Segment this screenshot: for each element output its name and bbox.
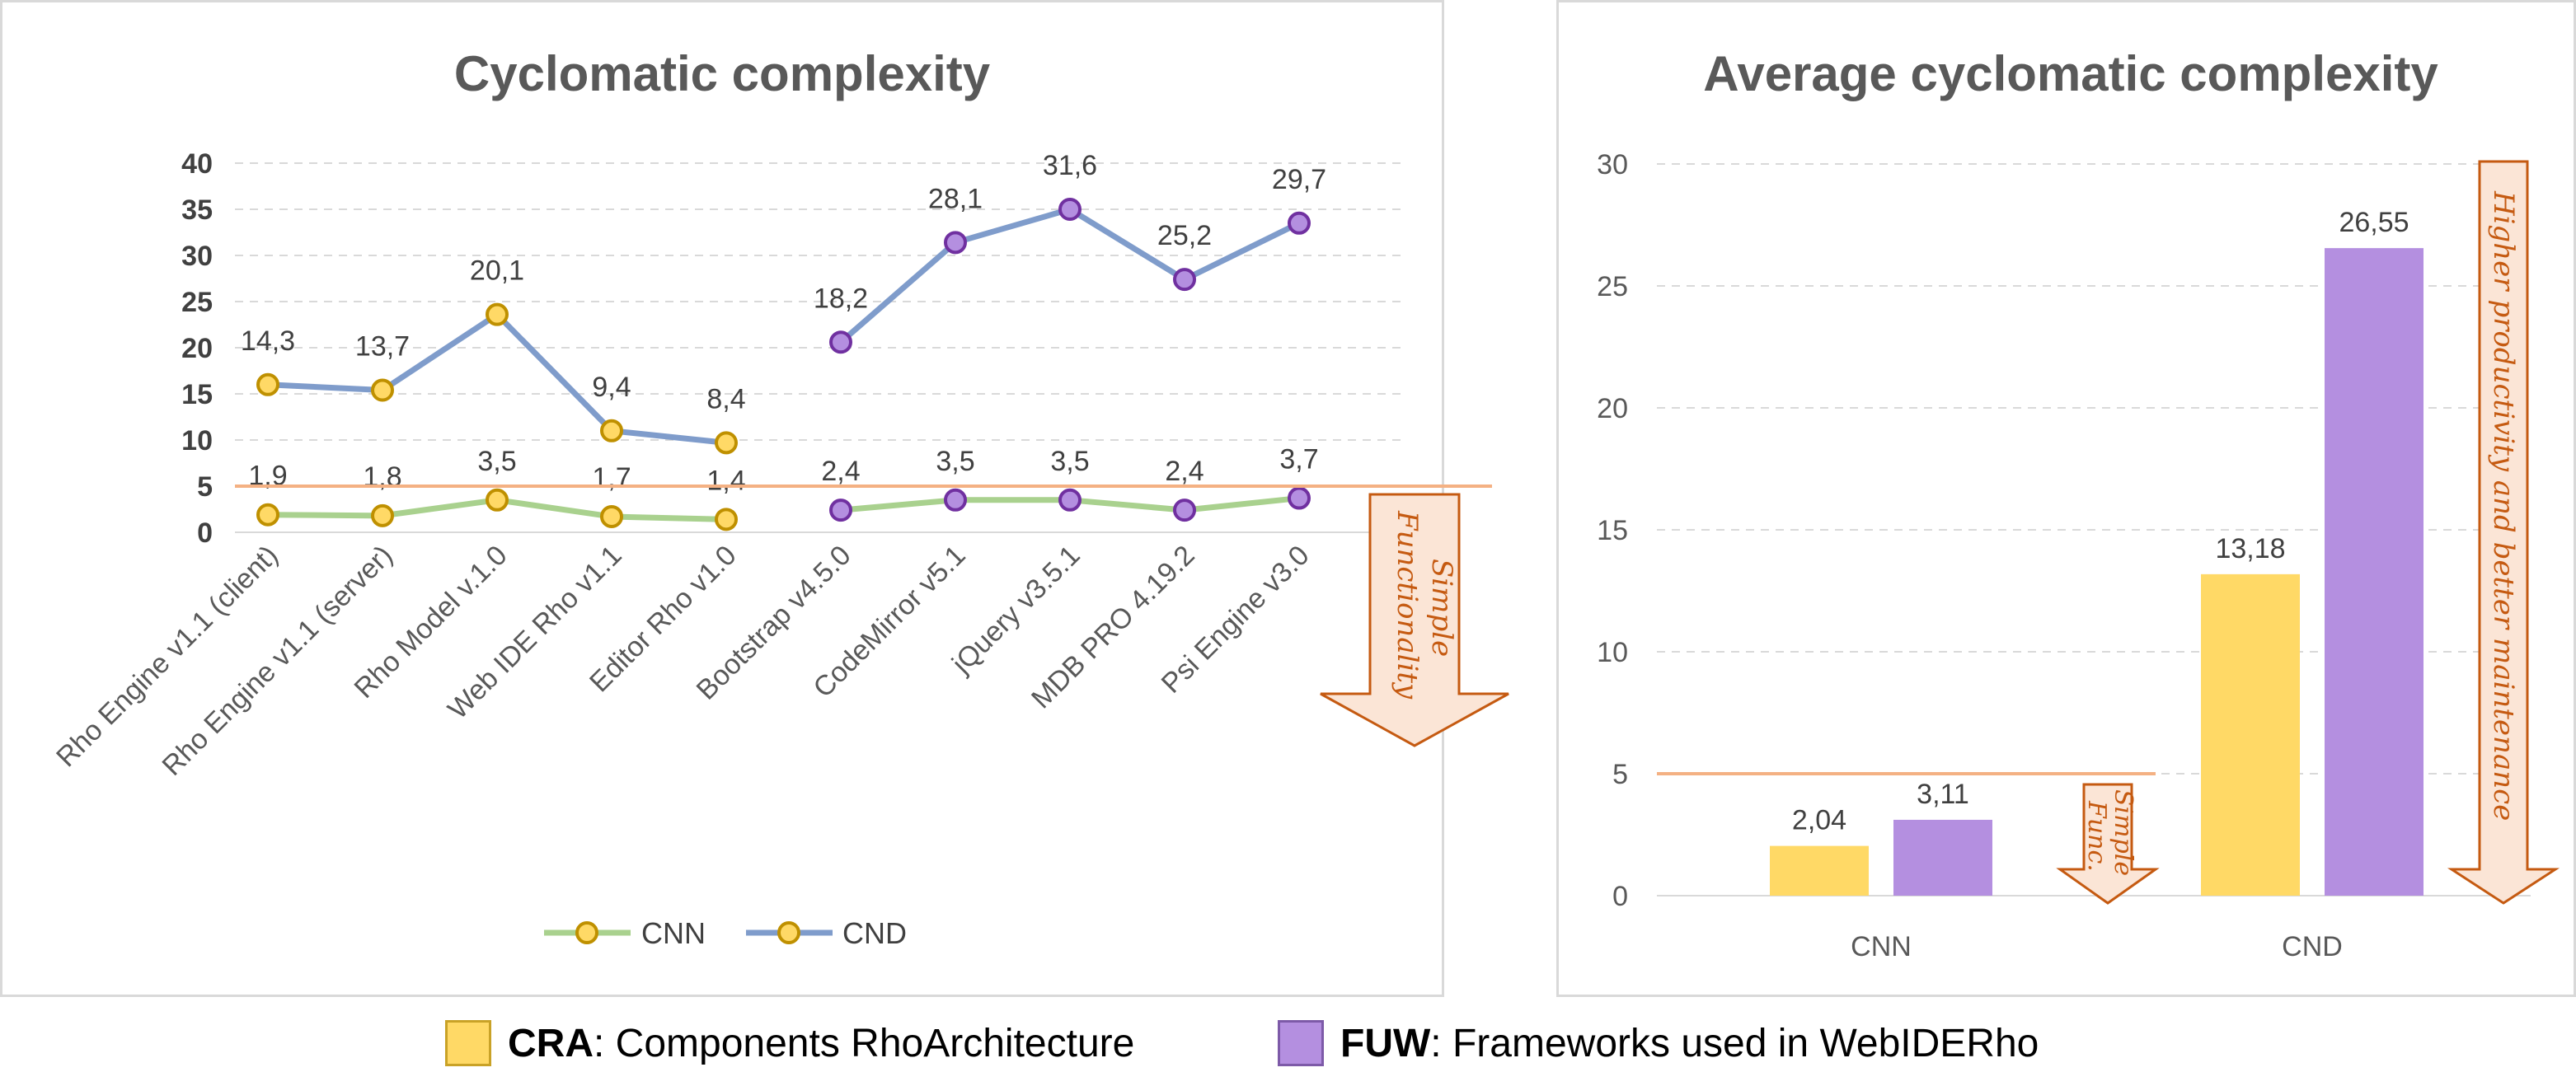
data-point-cnd (829, 330, 852, 354)
data-label-cnd: 25,2 (1157, 220, 1212, 251)
data-label-cnd: 9,4 (592, 372, 631, 403)
fuw-abbr: FUW (1340, 1021, 1431, 1065)
annotation-simple-small: Simple (2109, 789, 2137, 876)
data-point-cnn (829, 499, 852, 522)
fuw-text: : Frameworks used in WebIDERho (1430, 1021, 2039, 1065)
legend-cnd-label: CND (842, 916, 907, 950)
legend-cnn-label: CNN (641, 916, 706, 950)
series-line-cnd (838, 206, 1301, 344)
bar-label-fuw: 26,55 (2339, 207, 2409, 238)
data-point-cnn (1173, 499, 1196, 522)
data-label-cnd: 28,1 (928, 183, 983, 214)
data-label-cnd: 31,6 (1043, 150, 1097, 181)
higher-productivity-arrow (2447, 160, 2560, 905)
y-tick-label: 0 (197, 517, 213, 549)
y-tick-label: 5 (197, 471, 213, 503)
y-tick-label: 20 (181, 333, 213, 364)
data-label-cnn: 2,4 (821, 456, 860, 487)
y-tick-label: 5 (1612, 759, 1628, 790)
data-label-cnn: 3,5 (1050, 446, 1089, 477)
legend-cnn-marker (575, 921, 598, 944)
data-point-cnn (1058, 488, 1082, 512)
bar-label-cra: 13,18 (2215, 533, 2285, 564)
data-point-cnd (371, 378, 394, 402)
data-label-cnn: 1,7 (592, 462, 631, 494)
y-tick-label: 0 (1612, 881, 1628, 912)
bar-label-cra: 2,04 (1792, 805, 1846, 836)
legend-item-fuw: FUW: Frameworks used in WebIDERho (1278, 1020, 2039, 1066)
data-label-cnd: 29,7 (1272, 164, 1326, 195)
annotation-higher-productivity: Higher productivity and better maintenan… (2487, 190, 2520, 821)
y-tick-label: 20 (1597, 393, 1628, 424)
fuw-swatch (1278, 1020, 1324, 1066)
cra-text: : Components RhoArchitecture (594, 1021, 1135, 1065)
bar-fuw (2325, 248, 2424, 896)
cra-abbr: CRA (508, 1021, 594, 1065)
annotation-func-small: Func. (2082, 800, 2111, 872)
data-label-cnd: 14,3 (241, 325, 295, 357)
data-label-cnn: 1,4 (706, 465, 745, 496)
legend-item-cra: CRA: Components RhoArchitecture (445, 1020, 1134, 1066)
data-label-cnn: 1,8 (363, 461, 401, 493)
y-tick-label: 35 (181, 194, 213, 226)
data-point-cnn (486, 488, 509, 512)
data-point-cnd (1173, 268, 1196, 292)
line-chart-title: Cyclomatic complexity (454, 46, 991, 101)
x-tick-label: Rho Engine v1.1 (server) (157, 540, 399, 782)
bar-label-fuw: 3,11 (1917, 779, 1969, 810)
y-tick-label: 25 (1597, 271, 1628, 302)
data-point-cnd (715, 431, 738, 455)
data-point-cnd (1288, 211, 1311, 235)
annotation-simple: Simple (1425, 559, 1458, 657)
y-tick-label: 15 (181, 379, 213, 410)
bar-fuw (1893, 819, 1992, 896)
y-tick-label: 15 (1597, 515, 1628, 546)
data-label-cnn: 3,5 (477, 446, 516, 477)
bottom-legend: CRA: Components RhoArchitecture FUW: Fra… (0, 1004, 2576, 1072)
bar-cra (2201, 573, 2300, 896)
x-tick-label: CNN (1851, 931, 1912, 962)
bar-chart-title: Average cyclomatic complexity (1703, 46, 2438, 101)
data-label-cnn: 3,5 (936, 446, 974, 477)
y-tick-label: 30 (181, 241, 213, 272)
data-label-cnd: 18,2 (814, 283, 868, 314)
y-tick-label: 10 (1597, 637, 1628, 668)
data-label-cnd: 8,4 (706, 383, 745, 414)
data-label-cnd: 13,7 (355, 331, 410, 363)
data-point-cnn (600, 504, 623, 528)
simple-functionality-arrow (1320, 493, 1509, 747)
data-point-cnd (1058, 198, 1082, 221)
x-tick-label: CND (2282, 931, 2343, 962)
cra-swatch (445, 1020, 491, 1066)
data-point-cnn (715, 508, 738, 531)
data-point-cnd (600, 419, 623, 442)
data-point-cnd (486, 302, 509, 326)
data-point-cnn (371, 503, 394, 527)
y-tick-label: 10 (181, 425, 213, 456)
line-chart-panel (0, 0, 1444, 997)
data-point-cnn (944, 488, 967, 512)
data-point-cnd (256, 372, 279, 396)
annotation-functionality: Functionality (1391, 510, 1424, 700)
data-label-cnn: 2,4 (1165, 456, 1204, 487)
data-label-cnn: 3,7 (1279, 444, 1318, 475)
x-tick-label: Rho Engine v1.1 (client) (50, 540, 284, 773)
y-tick-label: 30 (1597, 149, 1628, 180)
bar-cra (1770, 845, 1869, 896)
data-point-cnn (256, 503, 279, 527)
data-label-cnd: 20,1 (470, 255, 524, 287)
data-point-cnd (944, 231, 967, 255)
legend-cnd-marker (777, 921, 800, 944)
y-tick-label: 25 (181, 287, 213, 318)
charts-canvas: Cyclomatic complexity 0 5 10 15 20 25 30 35 40 Rho… (50, 46, 2560, 962)
simple-func-arrow (2056, 783, 2160, 905)
series-line-cnd (267, 311, 727, 446)
y-tick-label: 40 (181, 148, 213, 180)
data-point-cnn (1288, 486, 1311, 510)
